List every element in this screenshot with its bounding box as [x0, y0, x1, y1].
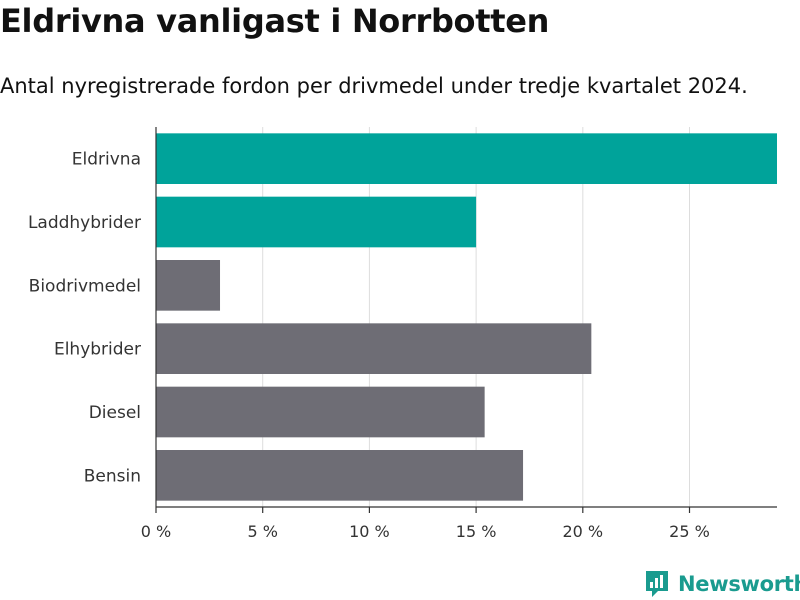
category-label-diesel: Diesel: [89, 403, 141, 423]
bar-biodrivmedel: [156, 260, 221, 311]
bar-bensin: [156, 450, 524, 501]
category-label-biodrivmedel: Biodrivmedel: [29, 276, 141, 296]
newsworthy-logo-icon: [646, 571, 668, 597]
category-label-bensin: Bensin: [84, 466, 141, 486]
chart-subtitle: Antal nyregistrerade fordon per drivmede…: [0, 74, 748, 98]
category-label-elhybrider: Elhybrider: [54, 340, 141, 360]
bar-eldrivna: [156, 133, 777, 184]
x-tick-label-3: 15 %: [456, 522, 497, 541]
x-tick-label-4: 20 %: [562, 522, 603, 541]
bar-laddhybrider: [156, 196, 477, 248]
x-tick-label-2: 10 %: [349, 522, 390, 541]
chart-title: Eldrivna vanligast i Norrbotten: [0, 2, 550, 40]
newsworthy-logo-text: Newsworthy: [678, 572, 800, 596]
newsworthy-logo: Newsworthy: [644, 569, 800, 599]
category-label-laddhybrider: Laddhybrider: [28, 213, 141, 233]
x-tick-label-1: 5 %: [247, 522, 277, 541]
bar-elhybrider: [156, 323, 592, 374]
x-tick-label-5: 25 %: [669, 522, 710, 541]
x-tick-label-0: 0 %: [141, 522, 171, 541]
category-label-eldrivna: Eldrivna: [72, 150, 141, 170]
bar-diesel: [156, 386, 485, 438]
